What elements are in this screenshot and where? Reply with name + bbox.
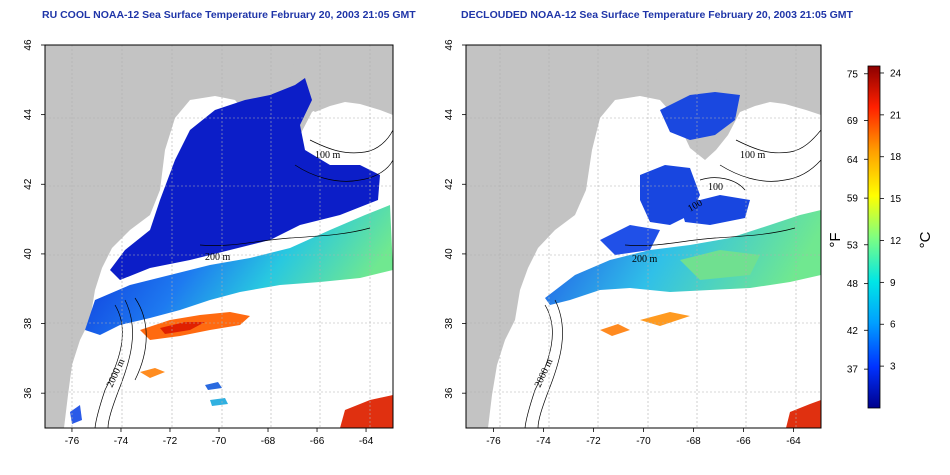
- right-ytick-label: 38: [444, 318, 455, 330]
- right-xtick-label: -64: [786, 436, 801, 447]
- colorbar-f-tick-label: 37: [847, 365, 859, 376]
- right-ytick-label: 42: [444, 178, 455, 190]
- right-panel-title: DECLOUDED NOAA-12 Sea Surface Temperatur…: [461, 9, 853, 21]
- celsius-unit-label: °C: [917, 231, 934, 248]
- sst-cold-region: [110, 78, 380, 280]
- colorbar-c-tick-label: 24: [890, 68, 902, 79]
- contour-label-100-right-a: 100: [708, 182, 723, 193]
- left-ytick-label: 36: [23, 387, 34, 399]
- left-ytick-label: 38: [23, 318, 34, 330]
- right-xtick-label: -66: [736, 436, 751, 447]
- colorbar-f-tick-label: 59: [847, 194, 859, 205]
- colorbar: [867, 65, 881, 409]
- left-map: [45, 45, 393, 428]
- colorbar-f-tick-label: 75: [847, 69, 859, 80]
- right-ytick-label: 40: [444, 248, 455, 260]
- sst-gulf-of-maine-patch: [660, 92, 740, 140]
- right-xtick-label: -70: [636, 436, 651, 447]
- sst-shelf-slope-region: [85, 205, 393, 335]
- colorbar-c-tick-label: 3: [890, 362, 896, 373]
- colorbar-c-tick-label: 18: [890, 152, 902, 163]
- right-map: [466, 45, 821, 428]
- right-axis-ticks: -76 -74 -72 -70 -68 -66 -64 46 44 42 40 38 36: [444, 39, 801, 447]
- colorbar-f-tick-label: 64: [847, 155, 859, 166]
- bathymetry-contours: [524, 129, 821, 428]
- right-ytick-label: 36: [444, 387, 455, 399]
- colorbar-ticks: 75 69 64 59 53 48 42 37 24 21 18 15 12 9 6 3: [847, 68, 902, 375]
- left-xtick-label: -70: [212, 436, 227, 447]
- left-xtick-label: -68: [261, 436, 276, 447]
- colorbar-c-tick-label: 9: [890, 278, 896, 289]
- contour-label-200m-left: 200 m: [205, 252, 231, 263]
- colorbar-c-tick-label: 12: [890, 236, 902, 247]
- left-xtick-label: -74: [114, 436, 129, 447]
- colorbar-f-tick-label: 53: [847, 240, 859, 251]
- colorbar-f-tick-label: 48: [847, 279, 859, 290]
- contour-label-100m-left: 100 m: [315, 150, 341, 161]
- nova-scotia: [290, 45, 393, 115]
- sst-shelf-slope-region: [545, 210, 821, 305]
- right-ytick-label: 44: [444, 109, 455, 121]
- left-axis-ticks: -76 -74 -72 -70 -68 -66 -64 46 44 42 40 38 36: [23, 39, 374, 447]
- left-ytick-label: 40: [23, 248, 34, 260]
- land-mass: [466, 45, 821, 428]
- right-xtick-label: -72: [586, 436, 601, 447]
- land-mass: [45, 45, 393, 428]
- left-xtick-label: -76: [65, 436, 80, 447]
- left-xtick-label: -64: [359, 436, 374, 447]
- right-grid: [466, 45, 821, 428]
- colorbar-f-tick-label: 69: [847, 116, 859, 127]
- left-ytick-label: 42: [23, 178, 34, 190]
- right-xtick-label: -68: [686, 436, 701, 447]
- fahrenheit-unit-label: °F: [827, 232, 844, 247]
- left-xtick-label: -66: [310, 436, 325, 447]
- sst-warm-gulfstream: [600, 324, 630, 336]
- left-ytick-label: 46: [23, 39, 34, 51]
- right-ytick-label: 46: [444, 39, 455, 51]
- left-grid: [45, 45, 393, 428]
- colorbar-c-tick-label: 15: [890, 194, 902, 205]
- right-xtick-label: -74: [536, 436, 551, 447]
- right-xtick-label: -76: [486, 436, 501, 447]
- left-panel-title: RU COOL NOAA-12 Sea Surface Temperature …: [42, 9, 416, 21]
- colorbar-c-tick-label: 6: [890, 320, 896, 331]
- colorbar-c-tick-label: 21: [890, 110, 902, 121]
- left-xtick-label: -72: [163, 436, 178, 447]
- contour-label-200m-right: 200 m: [632, 254, 658, 265]
- nova-scotia: [716, 45, 821, 115]
- colorbar-f-tick-label: 42: [847, 326, 859, 337]
- contour-label-100m-right: 100 m: [740, 150, 766, 161]
- left-ytick-label: 44: [23, 109, 34, 121]
